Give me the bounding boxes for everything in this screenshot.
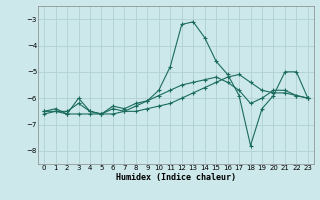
X-axis label: Humidex (Indice chaleur): Humidex (Indice chaleur) xyxy=(116,173,236,182)
